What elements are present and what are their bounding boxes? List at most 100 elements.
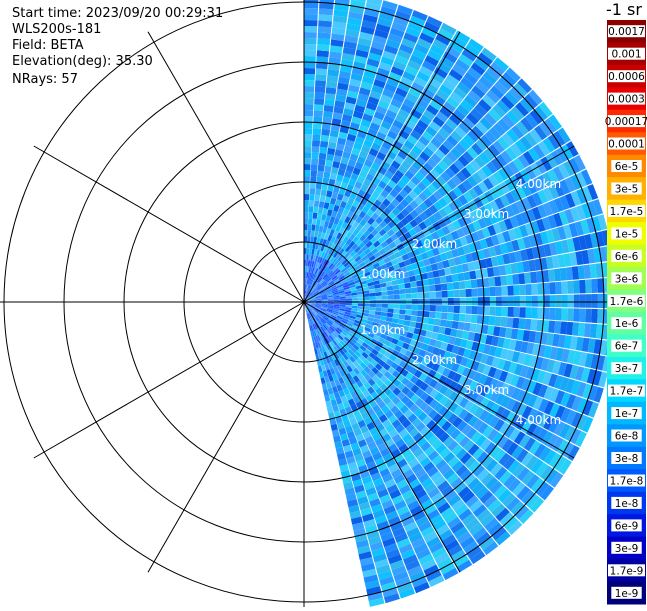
range-gate xyxy=(405,310,412,316)
elevation-label: Elevation(deg): 35.30 xyxy=(12,54,153,70)
range-gate xyxy=(326,87,337,94)
range-gate xyxy=(304,152,311,158)
colorbar-label: 1.7e-9 xyxy=(610,565,644,577)
colorbar-label: 1e-6 xyxy=(615,318,639,330)
range-gate xyxy=(393,285,400,290)
range-gate xyxy=(393,290,400,295)
range-gate xyxy=(304,98,314,104)
range-label-1km-120: 1.00km xyxy=(360,323,405,337)
colorbar-label: 3e-7 xyxy=(615,363,639,375)
range-gate xyxy=(323,111,333,118)
range-gate xyxy=(364,297,370,300)
range-gate xyxy=(304,176,310,182)
range-gate xyxy=(304,134,312,140)
range-gate xyxy=(307,242,310,248)
range-gate xyxy=(460,298,466,306)
range-gate xyxy=(307,248,310,254)
range-gate xyxy=(436,291,442,298)
range-gate xyxy=(304,26,317,32)
range-gate xyxy=(406,304,412,309)
range-gate xyxy=(387,290,393,295)
range-gate xyxy=(506,275,513,286)
range-gate xyxy=(318,207,324,214)
range-gate xyxy=(308,218,312,224)
range-gate xyxy=(526,296,532,307)
range-gate xyxy=(585,309,592,323)
colorbar-label: 1e-7 xyxy=(615,408,639,420)
range-gate xyxy=(304,182,310,188)
range-gate xyxy=(304,110,313,116)
range-gate xyxy=(411,310,418,316)
range-gate xyxy=(311,158,318,165)
range-gate xyxy=(387,308,393,313)
range-gate xyxy=(442,305,448,312)
colorbar-label: 6e-7 xyxy=(615,341,639,353)
range-gate xyxy=(315,189,321,196)
range-label-3km-120: 3.00km xyxy=(464,383,509,397)
range-gate xyxy=(428,278,435,285)
colorbar-label: 1e-5 xyxy=(615,228,639,240)
range-gate xyxy=(324,99,334,106)
colorbar-label: 6e-6 xyxy=(615,251,639,263)
range-label-4km-60: 4.00km xyxy=(516,177,561,191)
range-gate xyxy=(315,86,326,93)
range-gate xyxy=(574,294,580,307)
range-gate xyxy=(495,316,502,326)
range-gate xyxy=(312,146,320,153)
range-gate xyxy=(327,406,334,413)
range-gate xyxy=(320,195,326,202)
range-gate xyxy=(410,281,417,287)
range-gate xyxy=(586,294,592,308)
range-gate xyxy=(406,294,412,299)
range-gate xyxy=(304,92,314,98)
range-gate xyxy=(393,309,399,314)
range-gate xyxy=(483,287,490,296)
range-gate xyxy=(340,299,346,301)
range-gate xyxy=(591,279,598,293)
range-gate xyxy=(304,86,314,92)
range-gate xyxy=(364,307,370,311)
range-gate xyxy=(310,182,316,188)
spoke-300deg xyxy=(34,146,304,302)
range-gate xyxy=(346,298,352,301)
colorbar-label: 3e-8 xyxy=(615,453,639,465)
range-gate xyxy=(328,303,334,305)
colorbar-label: 1.7e-5 xyxy=(610,206,644,218)
range-gate xyxy=(453,282,460,290)
range-gate xyxy=(388,295,394,300)
range-gate xyxy=(310,176,316,182)
range-gate xyxy=(304,206,309,212)
range-gate xyxy=(496,297,502,307)
range-gate xyxy=(304,122,313,128)
range-gate xyxy=(318,20,332,27)
range-gate xyxy=(592,294,598,308)
range-label-4km-120: 4.00km xyxy=(516,413,561,427)
range-gate xyxy=(318,165,325,172)
range-gate xyxy=(454,298,460,306)
range-gate xyxy=(418,293,424,299)
range-gate xyxy=(311,170,318,176)
range-gate xyxy=(501,286,508,296)
range-gate xyxy=(308,224,312,230)
range-gate xyxy=(532,296,538,307)
spoke-240deg xyxy=(34,302,304,458)
range-gate xyxy=(531,284,538,295)
range-gate xyxy=(518,273,525,284)
range-gate xyxy=(321,135,330,142)
colorbar-label: 0.0006 xyxy=(608,71,645,83)
range-gate xyxy=(381,308,387,312)
range-gate xyxy=(598,294,604,308)
range-gate xyxy=(453,313,460,321)
range-gate xyxy=(381,312,388,317)
range-gate xyxy=(478,297,484,306)
range-gate xyxy=(496,307,502,317)
range-gate xyxy=(524,319,531,330)
range-gate xyxy=(317,213,322,220)
range-gate xyxy=(313,207,318,214)
range-gate xyxy=(317,50,329,57)
range-gate xyxy=(310,188,316,194)
range-gate xyxy=(393,313,400,318)
range-gate xyxy=(489,287,496,296)
range-gate xyxy=(484,306,490,315)
colorbar-label: 6e-5 xyxy=(615,161,639,173)
